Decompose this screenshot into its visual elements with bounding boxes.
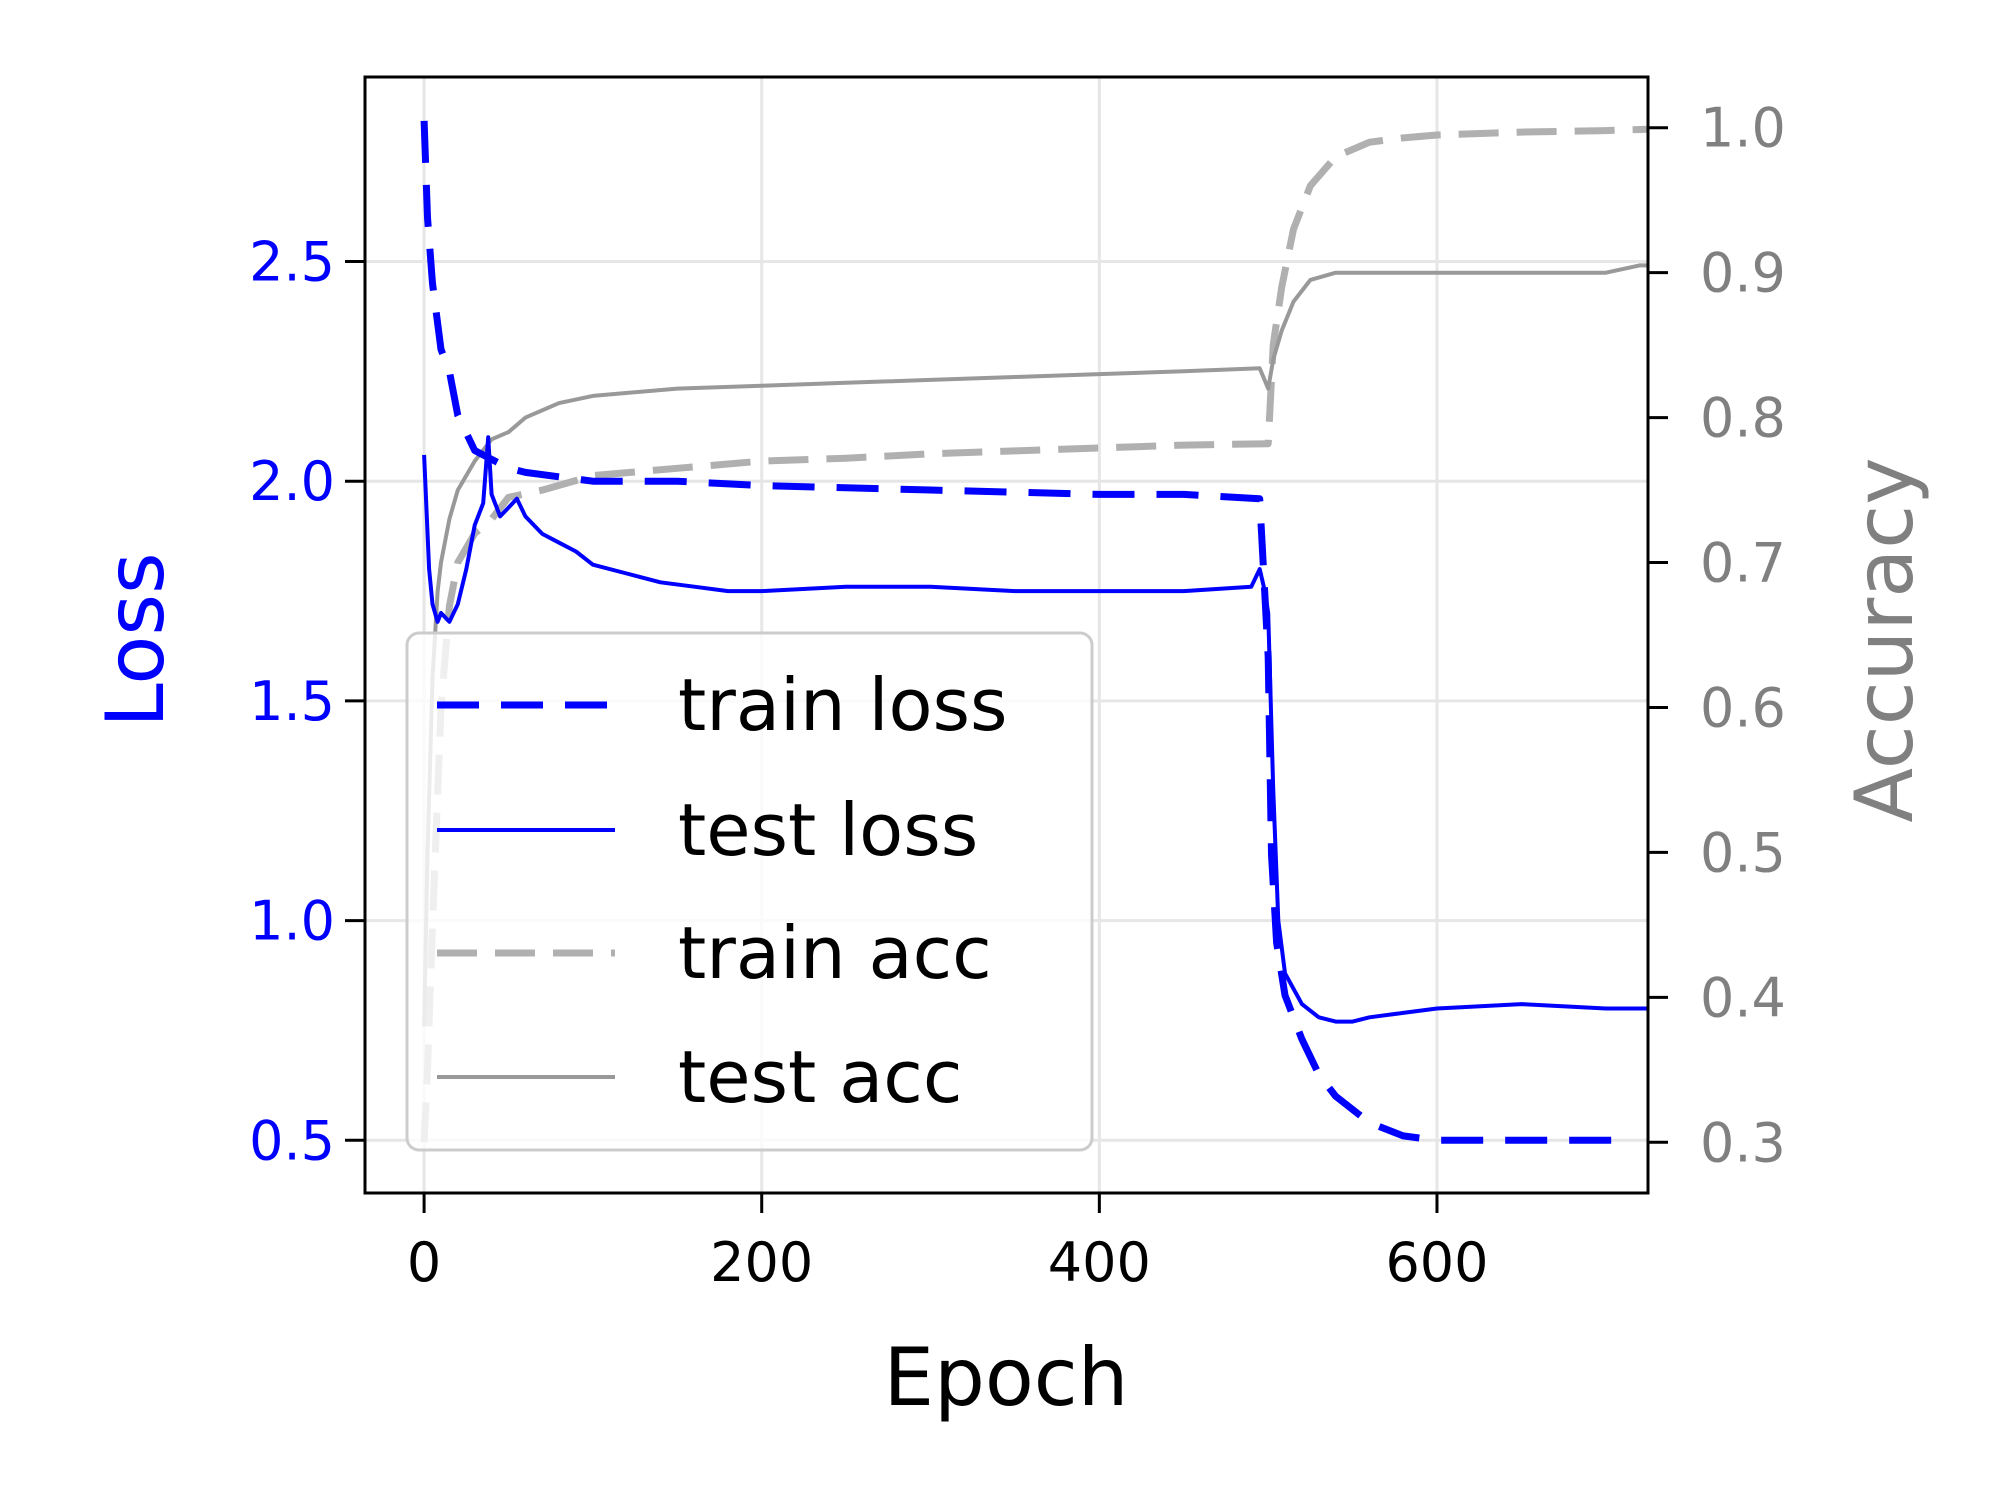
- x-tick-label-3: 600: [1385, 1231, 1488, 1294]
- axis-ticks: 0 200 400 600 0.5 1.0 1.5 2.0 2.5 0.3 0.4 0.5 0.6 0.7…: [249, 97, 1786, 1294]
- plot-area-frame: [363, 75, 1650, 1195]
- left-axis-title: Loss: [89, 552, 182, 727]
- legend-label-test-acc: test acc: [678, 1035, 962, 1119]
- left-y-tick-label-2: 1.5: [249, 670, 335, 733]
- series-line-test-acc: [422, 263, 1648, 1027]
- right-y-tick-label-7: 1.0: [1700, 97, 1786, 160]
- x-tick-label-2: 400: [1048, 1231, 1151, 1294]
- right-y-tick-label-4: 0.7: [1700, 532, 1786, 595]
- right-y-tick-label-6: 0.9: [1700, 242, 1786, 305]
- series-lines: [420, 120, 1649, 1144]
- right-y-tick-label-0: 0.3: [1700, 1111, 1786, 1174]
- legend: train loss test loss train acc test acc: [405, 631, 1094, 1152]
- series-line-test-loss: [422, 435, 1648, 1024]
- left-y-tick-label-0: 0.5: [249, 1109, 335, 1172]
- right-y-tick-label-3: 0.6: [1700, 676, 1786, 739]
- legend-label-train-acc: train acc: [678, 911, 992, 995]
- legend-label-test-loss: test loss: [678, 788, 978, 872]
- left-y-tick-label-4: 2.5: [249, 231, 335, 294]
- left-y-tick-label-1: 1.0: [249, 890, 335, 953]
- right-y-tick-label-1: 0.4: [1700, 966, 1786, 1029]
- x-axis-title: Epoch: [884, 1331, 1129, 1424]
- series-line-train-acc: [420, 125, 1649, 1143]
- right-y-tick-label-5: 0.8: [1700, 387, 1786, 450]
- right-y-tick-label-2: 0.5: [1700, 821, 1786, 884]
- x-tick-label-1: 200: [710, 1231, 813, 1294]
- series-line-train-loss: [420, 120, 1615, 1144]
- left-y-tick-label-3: 2.0: [249, 450, 335, 513]
- legend-label-train-loss: train loss: [678, 663, 1008, 747]
- x-tick-label-0: 0: [407, 1231, 441, 1294]
- legend-box: [405, 631, 1094, 1152]
- right-axis-title: Accuracy: [1838, 457, 1931, 822]
